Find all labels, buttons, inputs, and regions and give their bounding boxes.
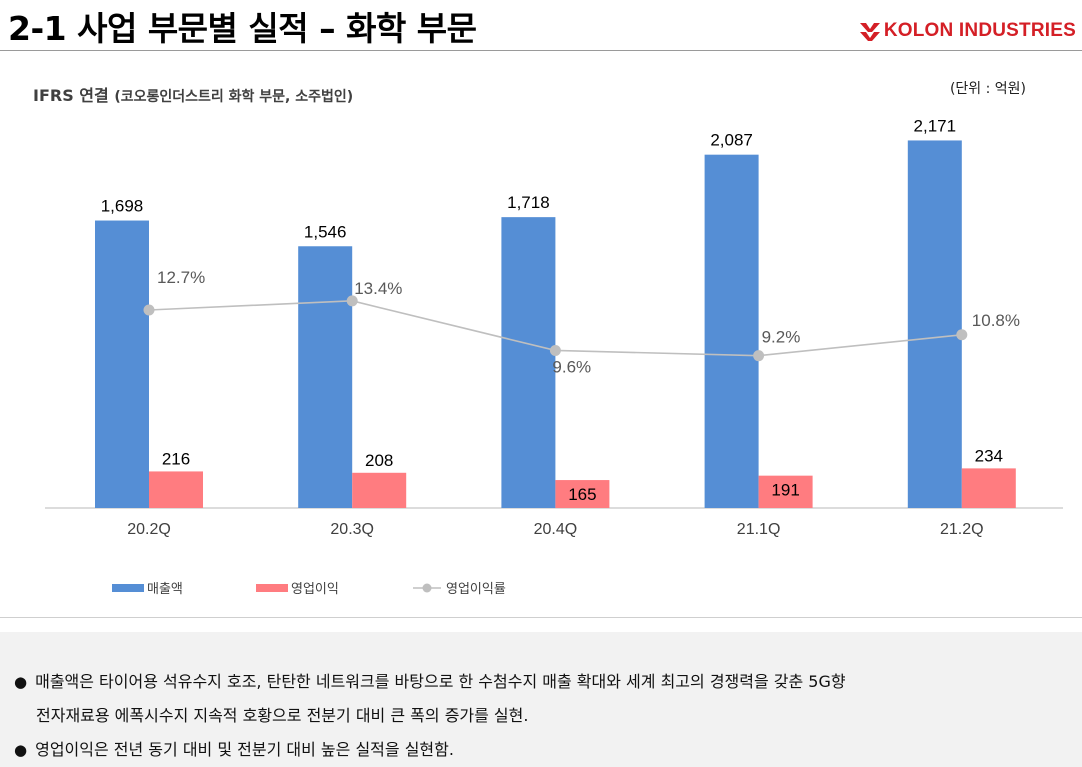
company-logo: KOLON INDUSTRIES [859,18,1076,44]
note-item-continued: 전자재료용 에폭시수지 지속적 호황으로 전분기 대비 큰 폭의 증가를 실현. [36,702,528,726]
op-profit-value-label: 234 [975,446,1003,465]
bullet-icon: ● [14,673,28,691]
legend-op-profit-label: 영업이익 [291,582,339,597]
sales-value-label: 1,718 [507,193,550,212]
sales-bar [298,246,353,508]
sales-bar [907,140,962,508]
margin-point [143,304,155,316]
sales-bar [704,154,759,508]
x-tick-label: 20.3Q [330,521,374,538]
op-profit-value-label: 191 [771,481,799,500]
legend-op-profit-swatch [256,584,288,592]
note-item: ● 매출액은 타이어용 석유수지 호조, 탄탄한 네트워크를 바탕으로 한 수첨수… [14,668,846,692]
kolon-logo-icon [859,23,880,41]
sales-bar [501,217,556,509]
note-text: 영업이익은 전년 동기 대비 및 전분기 대비 높은 실적을 실현함. [35,740,454,759]
sales-value-label: 1,698 [101,197,144,216]
bullet-icon: ● [14,741,28,759]
sales-bar [95,220,149,508]
x-tick-label: 20.4Q [534,521,578,538]
legend-margin-marker [422,583,432,593]
op-profit-bar [555,480,610,508]
margin-value-label: 10.8% [972,311,1020,330]
sales-value-label: 2,171 [914,116,957,135]
page-title: 2-1 사업 부문별 실적 – 화학 부문 [8,9,477,48]
margin-value-label: 12.7% [157,268,205,287]
x-tick-label: 21.2Q [940,521,984,538]
sales-value-label: 2,087 [710,131,753,150]
legend-sales-label: 매출액 [147,582,183,597]
legend-sales-swatch [112,584,144,592]
note-item: ● 영업이익은 전년 동기 대비 및 전분기 대비 높은 실적을 실현함. [14,736,454,760]
margin-value-label: 9.2% [762,328,801,347]
legend-margin-label: 영업이익률 [446,582,506,597]
margin-point [956,329,968,341]
unit-label: (단위 : 억원) [949,81,1026,97]
note-text: 매출액은 타이어용 석유수지 호조, 탄탄한 네트워크를 바탕으로 한 수첨수지… [35,672,846,691]
op-profit-bar [758,475,813,508]
chart-title: IFRS 연결 [33,86,109,105]
chart-bottom-divider [0,617,1082,618]
logo-text: KOLON INDUSTRIES [883,20,1076,41]
chart-subtitle: IFRS 연결 (코오롱인더스트리 화학 부문, 소주법인) [33,82,353,106]
margin-value-label: 13.4% [354,279,402,298]
margin-point [549,344,561,356]
margin-value-label: 9.6% [552,357,591,376]
title-divider [0,50,1082,51]
notes-panel: ● 매출액은 타이어용 석유수지 호조, 탄탄한 네트워크를 바탕으로 한 수첨수… [0,632,1082,767]
note-text: 전자재료용 에폭시수지 지속적 호황으로 전분기 대비 큰 폭의 증가를 실현. [36,706,529,725]
op-profit-value-label: 208 [365,451,393,470]
x-tick-label: 20.2Q [127,521,171,538]
chart: 1,698 216 20.2Q 1,546 208 20.3Q 1,718 165 20.4Q 2… [45,116,1063,597]
op-profit-bar [149,471,203,508]
chart-scope: (코오롱인더스트리 화학 부문, 소주법인) [114,89,354,105]
op-profit-bar [352,472,407,508]
sales-value-label: 1,546 [304,222,347,241]
op-profit-value-label: 165 [568,485,596,504]
x-tick-label: 21.1Q [737,521,781,538]
op-profit-value-label: 216 [162,449,190,468]
op-profit-bar [961,468,1016,508]
margin-point [346,295,358,307]
margin-point [753,350,765,362]
